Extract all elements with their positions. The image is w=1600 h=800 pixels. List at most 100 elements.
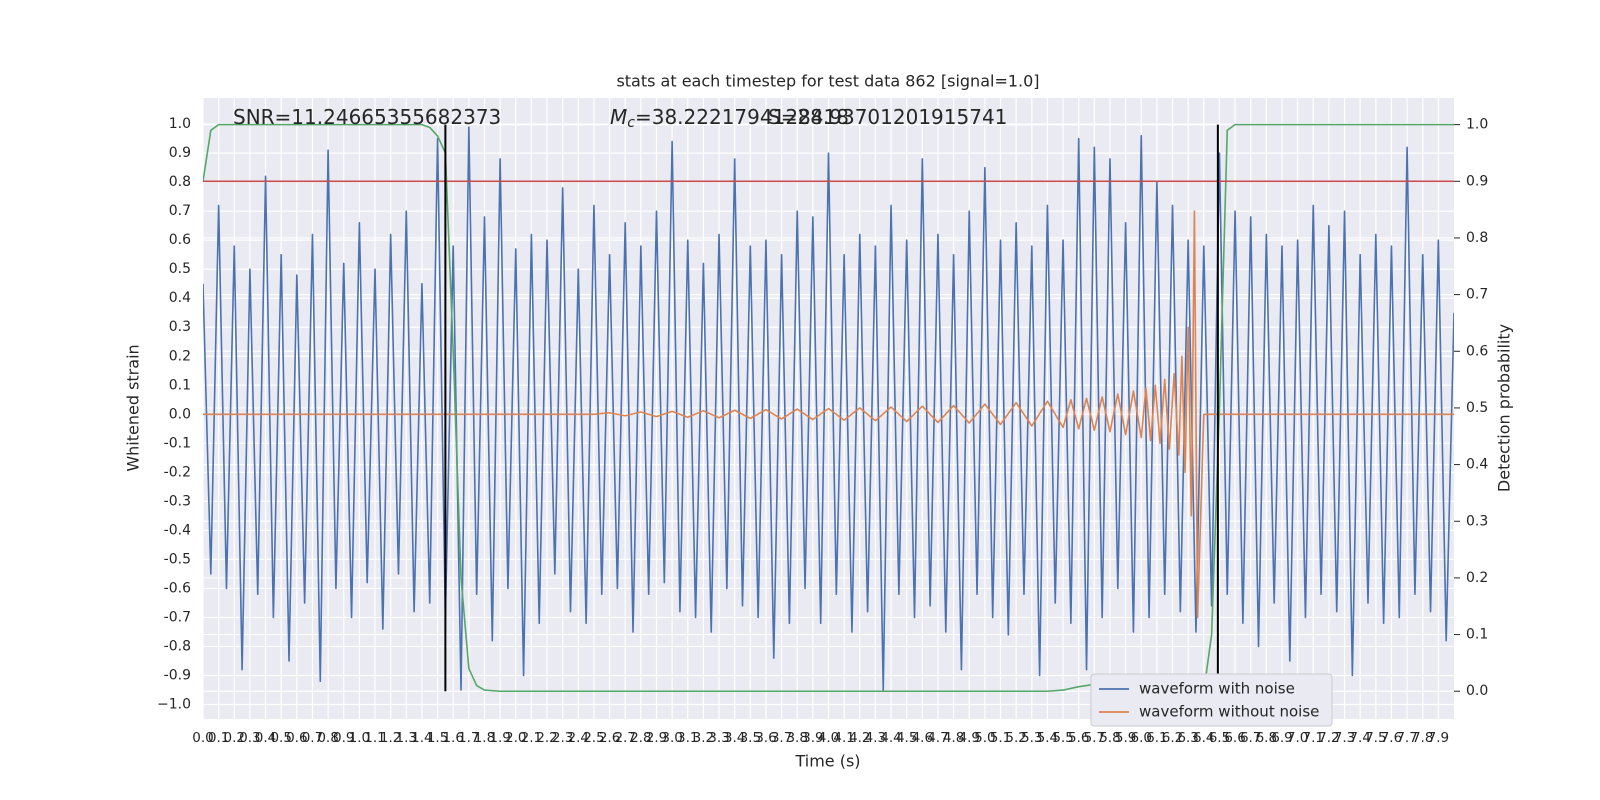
- y-tick-label: 0.4: [169, 290, 191, 306]
- y2-tick-label: 0.0: [1466, 683, 1488, 699]
- x-tick-label: 4.7: [927, 730, 948, 746]
- x-tick-label: 4.2: [849, 730, 870, 746]
- x-tick-label: 0.8: [317, 730, 338, 746]
- x-tick-label: 6.9: [1271, 730, 1292, 746]
- x-tick-label: 4.6: [912, 730, 933, 746]
- annotation-subscript: c: [627, 115, 635, 131]
- x-tick-label: 0.6: [286, 730, 307, 746]
- x-tick-label: 6.7: [1240, 730, 1261, 746]
- x-tick-label: 7.1: [1303, 730, 1324, 746]
- legend-box: [1090, 673, 1333, 727]
- x-tick-label: 6.5: [1209, 730, 1230, 746]
- x-tick-label: 5.2: [1005, 730, 1026, 746]
- x-axis-label: Time (s): [794, 752, 860, 771]
- x-tick-label: 2.1: [521, 730, 542, 746]
- x-tick-label: 7.3: [1334, 730, 1355, 746]
- x-tick-label: 6.0: [1131, 730, 1152, 746]
- x-tick-label: 3.8: [786, 730, 807, 746]
- y2-tick-label: 0.5: [1466, 400, 1488, 416]
- x-tick-label: 5.1: [990, 730, 1011, 746]
- y-tick-label: 0.5: [169, 261, 191, 277]
- x-tick-label: 0.7: [302, 730, 323, 746]
- y2-tick-label: 0.3: [1466, 513, 1488, 529]
- y2-tick-label: 0.8: [1466, 230, 1488, 246]
- x-tick-label: 4.4: [880, 730, 901, 746]
- x-tick-label: 7.0: [1287, 730, 1308, 746]
- x-tick-label: 2.3: [552, 730, 573, 746]
- x-tick-label: 1.3: [396, 730, 417, 746]
- y2-tick-label: 0.6: [1466, 343, 1488, 359]
- x-tick-label: 3.9: [802, 730, 823, 746]
- x-tick-label: 1.9: [489, 730, 510, 746]
- annotation: SNR=11.24665355682373: [233, 105, 501, 129]
- annotation: Mc=38.2221794128418: [610, 105, 849, 132]
- x-tick-label: 1.1: [364, 730, 385, 746]
- x-tick-label: 3.3: [708, 730, 729, 746]
- x-tick-label: 6.6: [1224, 730, 1245, 746]
- y-tick-label: -0.4: [164, 522, 191, 538]
- x-tick-label: 4.8: [943, 730, 964, 746]
- x-tick-label: 3.4: [724, 730, 745, 746]
- y-tick-label: -0.7: [164, 609, 191, 625]
- x-tick-label: 0.1: [208, 730, 229, 746]
- x-tick-label: 4.0: [818, 730, 839, 746]
- x-tick-label: 1.6: [442, 730, 463, 746]
- x-tick-label: 4.3: [865, 730, 886, 746]
- series-line: [203, 123, 1454, 693]
- y-tick-label: 0.7: [169, 203, 191, 219]
- x-tick-label: 1.5: [427, 730, 448, 746]
- x-tick-label: 6.2: [1162, 730, 1183, 746]
- x-tick-label: 7.2: [1318, 730, 1339, 746]
- x-tick-label: 6.3: [1177, 730, 1198, 746]
- x-tick-label: 2.9: [646, 730, 667, 746]
- x-tick-label: 5.9: [1115, 730, 1136, 746]
- y-tick-label: -0.1: [164, 435, 191, 451]
- y2-tick-label: 0.4: [1466, 457, 1488, 473]
- x-tick-label: 1.7: [458, 730, 479, 746]
- x-tick-label: 4.5: [896, 730, 917, 746]
- x-tick-label: 5.7: [1084, 730, 1105, 746]
- x-tick-label: 0.5: [270, 730, 291, 746]
- x-tick-label: 7.6: [1381, 730, 1402, 746]
- x-tick-label: 4.1: [833, 730, 854, 746]
- x-tick-label: 3.2: [693, 730, 714, 746]
- x-tick-label: 0.0: [192, 730, 213, 746]
- annotation-symbol: M: [610, 105, 627, 129]
- x-tick-label: 1.8: [474, 730, 495, 746]
- x-tick-label: 4.9: [958, 730, 979, 746]
- legend-label: waveform with noise: [1139, 680, 1295, 698]
- x-tick-label: 2.6: [599, 730, 620, 746]
- y-tick-label: 0.8: [169, 174, 191, 190]
- x-tick-label: 3.5: [740, 730, 761, 746]
- x-tick-label: 1.4: [411, 730, 432, 746]
- annotation-text: SNR=11.24665355682373: [233, 105, 501, 129]
- legend-label: waveform without noise: [1139, 703, 1319, 721]
- y-tick-label: 1.0: [169, 116, 191, 132]
- x-tick-label: 5.5: [1052, 730, 1073, 746]
- x-tick-label: 0.9: [333, 730, 354, 746]
- y-tick-label: 0.2: [169, 348, 191, 364]
- y-axis-label: Whitened strain: [124, 344, 143, 471]
- y-tick-label: -0.3: [164, 493, 191, 509]
- series-line: [203, 126, 1454, 691]
- x-tick-label: 2.0: [505, 730, 526, 746]
- annotation-text: =38.2221794128418: [635, 105, 849, 129]
- annotation: S=28.93701201915741: [768, 105, 1007, 129]
- y-tick-label: -0.6: [164, 580, 191, 596]
- y-tick-label: 0.9: [169, 145, 191, 161]
- y-tick-label: -0.9: [164, 667, 191, 683]
- y2-tick-label: 0.9: [1466, 173, 1488, 189]
- y2-tick-label: 0.2: [1466, 570, 1488, 586]
- x-tick-label: 5.6: [1068, 730, 1089, 746]
- y-tick-label: 0.0: [169, 406, 191, 422]
- y-tick-label: -0.5: [164, 551, 191, 567]
- x-tick-label: 7.5: [1365, 730, 1386, 746]
- annotation-text: S=28.93701201915741: [768, 105, 1007, 129]
- x-tick-label: 3.6: [755, 730, 776, 746]
- x-tick-label: 0.2: [224, 730, 245, 746]
- x-tick-label: 5.0: [974, 730, 995, 746]
- x-tick-label: 0.3: [239, 730, 260, 746]
- x-tick-label: 2.7: [614, 730, 635, 746]
- x-tick-label: 7.9: [1428, 730, 1449, 746]
